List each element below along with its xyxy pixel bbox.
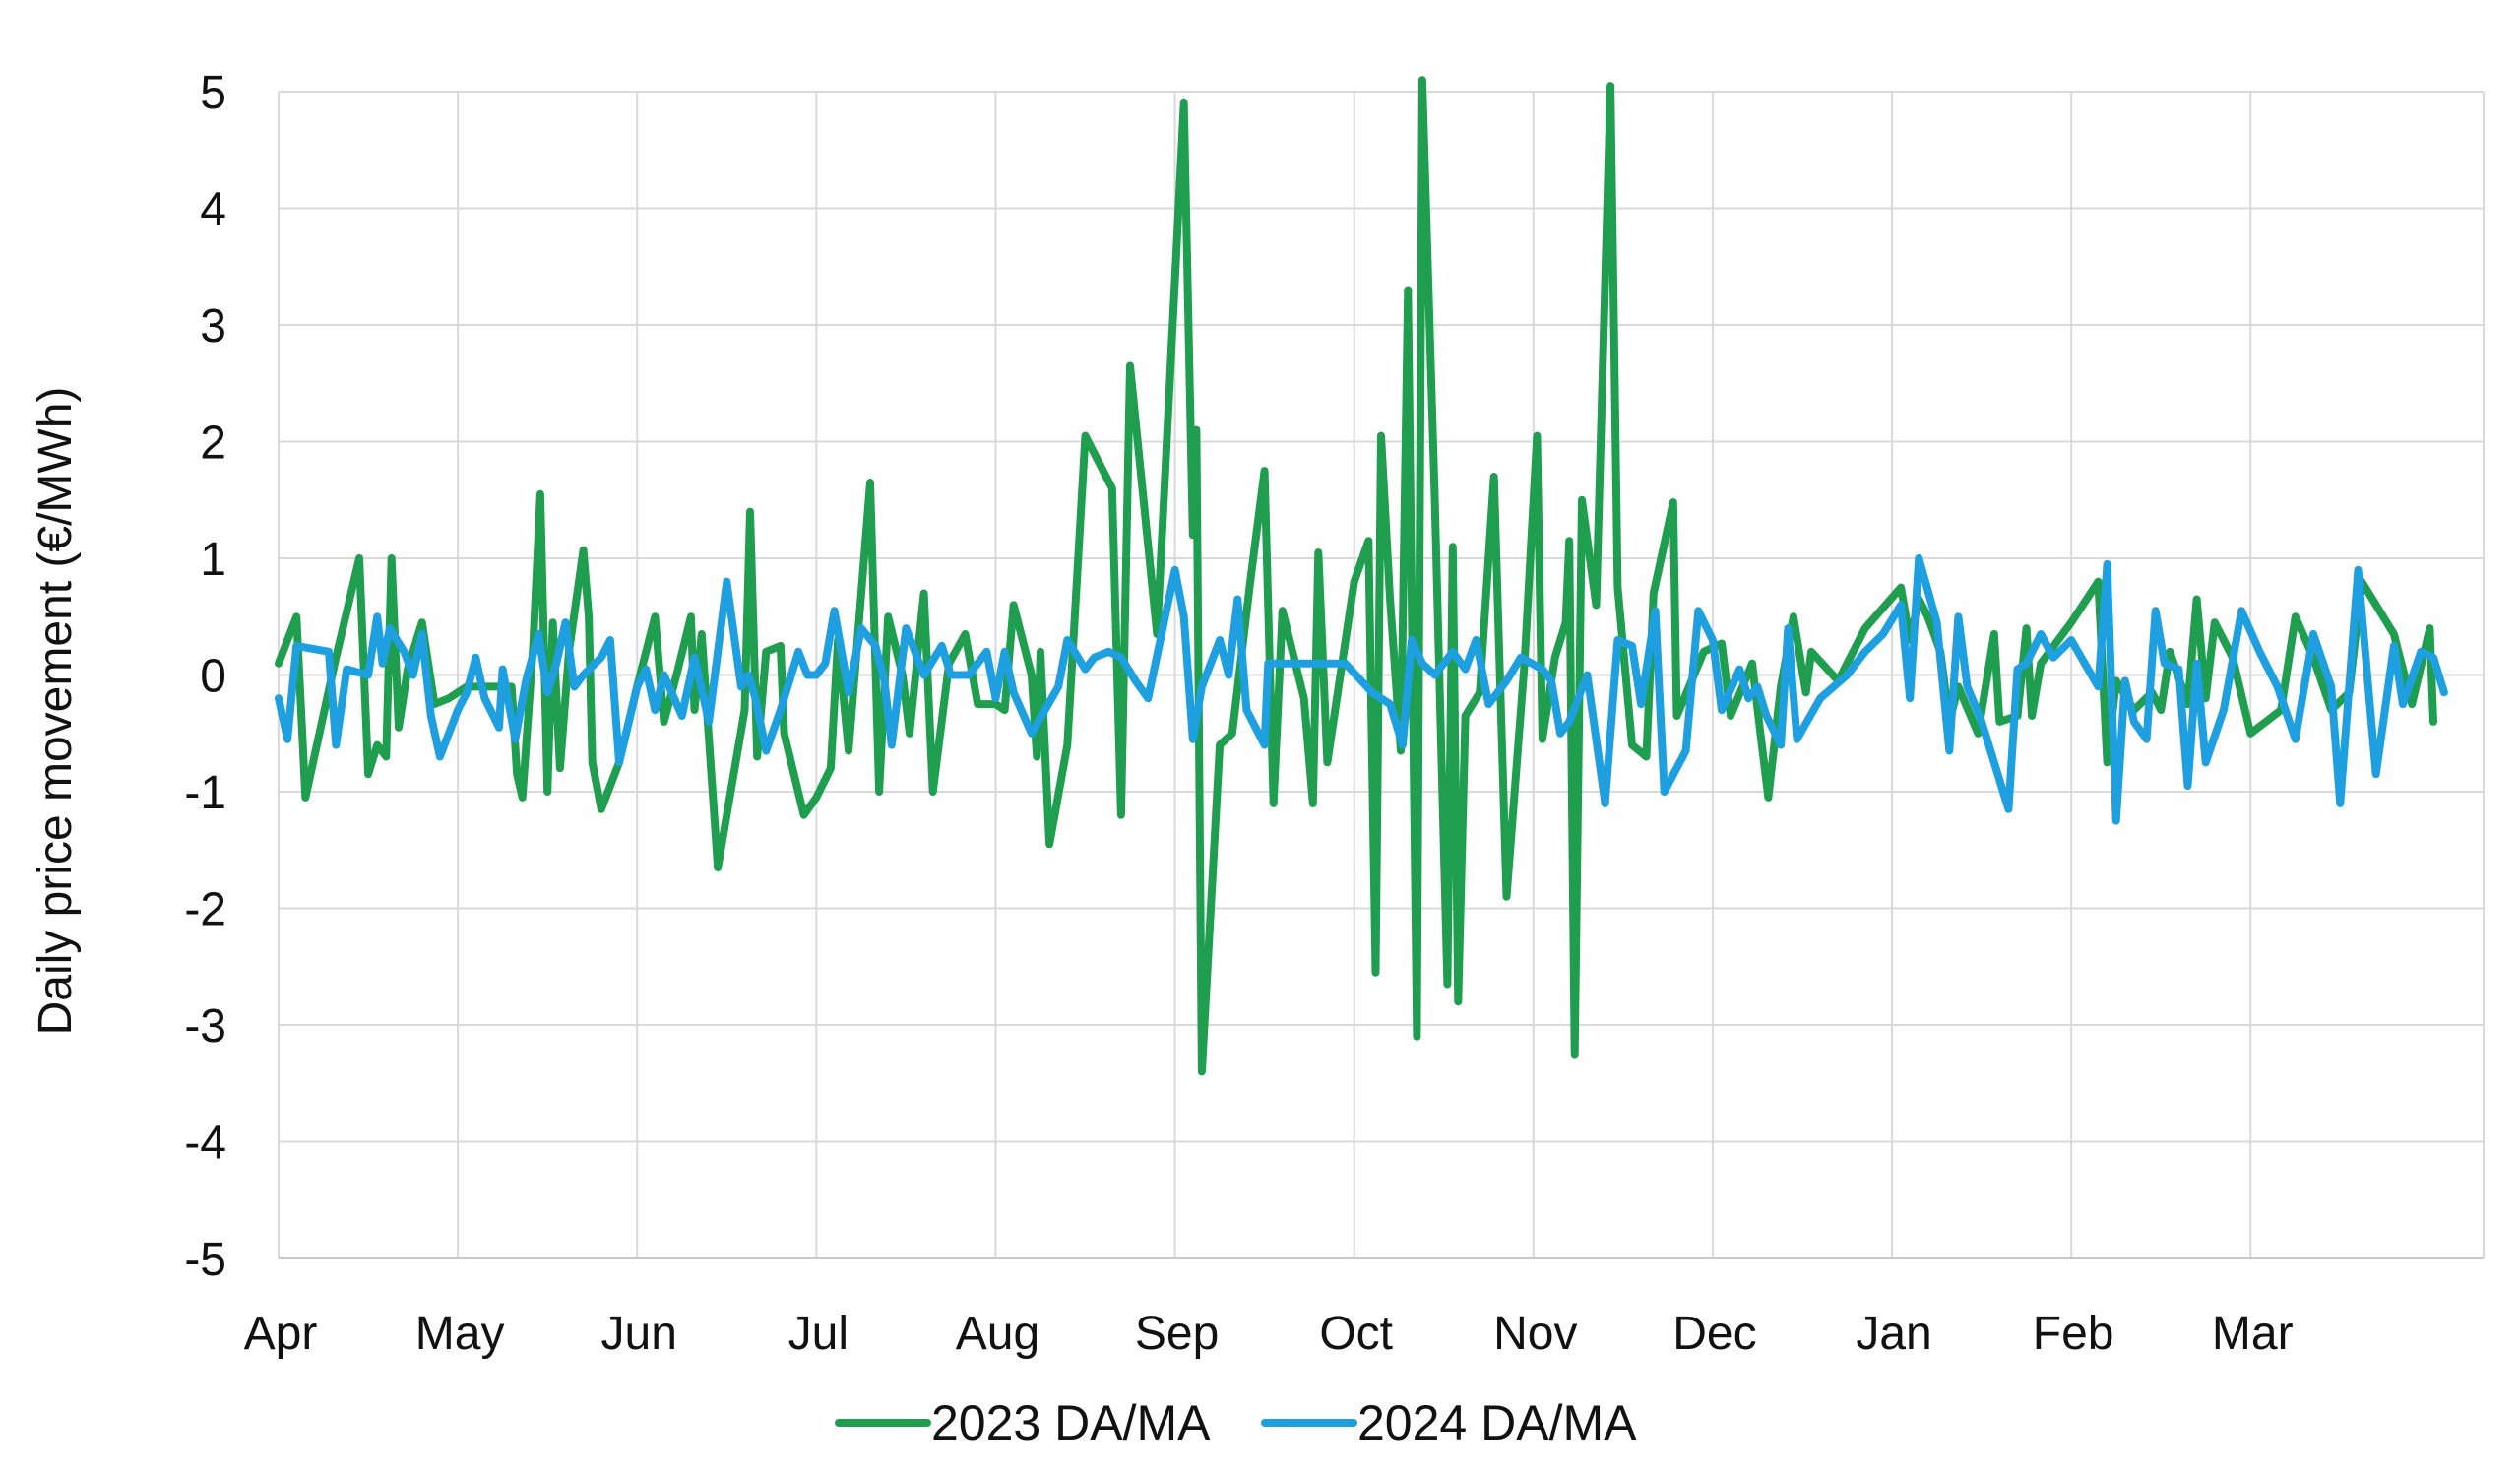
x-tick-label: Sep [1135,1308,1219,1360]
x-tick-label: Feb [2033,1308,2114,1360]
x-tick-label: Nov [1493,1308,1577,1360]
series-line-2024 [275,554,2448,825]
y-tick-label: 5 [200,67,226,119]
x-tick-label: Jun [601,1308,677,1360]
x-tick-label: Apr [244,1308,318,1360]
y-tick-label: 0 [200,651,226,703]
y-tick-label: 3 [200,300,226,353]
x-tick-label: Dec [1672,1308,1756,1360]
legend-label: 2024 DA/MA [1357,1395,1637,1450]
x-tick-label: Mar [2212,1308,2294,1360]
y-axis-title: Daily price movement (€/MWh) [30,387,82,1036]
y-tick-label: -4 [184,1118,226,1170]
x-tick-label: Oct [1319,1308,1393,1360]
x-tick-label: Jul [788,1308,849,1360]
y-tick-label: -1 [184,767,226,819]
y-tick-label: 2 [200,418,226,470]
y-tick-label: 1 [200,534,226,586]
x-tick-label: May [415,1308,505,1360]
y-tick-label: -2 [184,884,226,936]
y-axis-ticks: 5 4 3 2 1 0 -1 -2 -3 -4 -5 [184,67,226,1286]
legend-label: 2023 DA/MA [931,1395,1211,1450]
legend: 2023 DA/MA 2024 DA/MA [835,1395,1637,1450]
y-tick-label: -3 [184,1000,226,1053]
x-tick-label: Jan [1856,1308,1931,1360]
y-tick-label: 4 [200,184,226,236]
y-tick-label: -5 [184,1234,226,1286]
series-layer [275,76,2448,1076]
series-line-2023 [275,76,2437,1076]
x-axis-ticks: Apr May Jun Jul Aug Sep Oct Nov Dec Jan Feb Mar [244,1308,2294,1360]
x-tick-label: Aug [956,1308,1040,1360]
